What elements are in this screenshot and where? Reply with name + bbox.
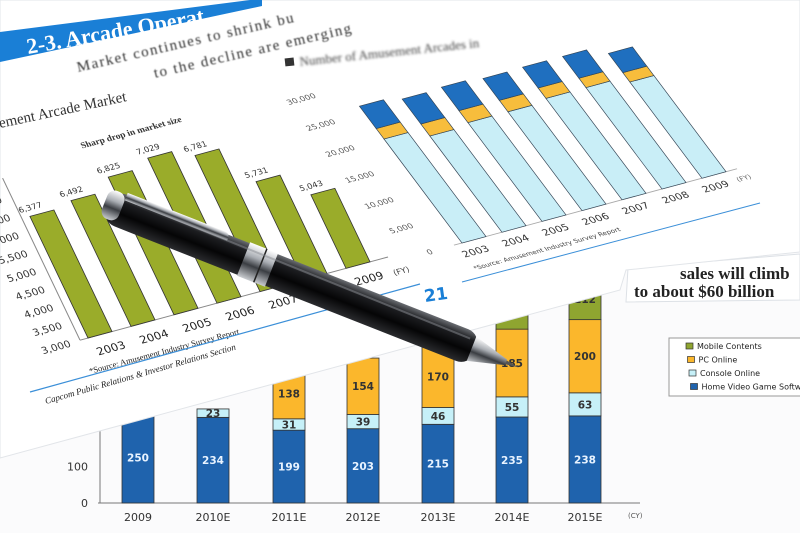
x-unit-label: (FY)	[734, 173, 753, 184]
bar-segment	[346, 357, 380, 415]
data-label: 63	[578, 399, 593, 411]
bar-segment	[358, 99, 401, 129]
bar-segment	[121, 411, 155, 504]
x-tick-label: 2010E	[196, 511, 231, 524]
legend-label: Home Video Game Software	[702, 383, 800, 392]
legend-label: Mobile Contents	[697, 342, 762, 351]
y-tick-label: 0	[81, 497, 88, 510]
data-label: 250	[127, 452, 149, 464]
ballpoint-pen	[101, 190, 519, 368]
data-label: 55	[505, 402, 520, 414]
headline-line-2: to about $60 billion	[634, 282, 775, 301]
data-label: 154	[352, 381, 374, 393]
x-tick-label: 2011E	[272, 511, 307, 524]
data-label: 31	[282, 419, 297, 431]
x-tick-label: 2009	[124, 511, 152, 524]
pen-tip-cone	[466, 336, 508, 366]
bar	[29, 209, 113, 339]
legend-swatch	[685, 342, 694, 350]
bar-segment	[196, 416, 230, 504]
data-label: 46	[431, 411, 446, 423]
bar-segment	[568, 415, 602, 504]
y-tick-label: 100	[67, 460, 88, 473]
arcade-report-sheet: 2-3. Arcade Operat Market continues to s…	[0, 0, 800, 459]
page-number: 21	[423, 284, 449, 307]
y-axis	[2, 178, 81, 341]
pen-clip	[124, 192, 229, 241]
data-label: 238	[574, 454, 596, 466]
x-tick-label: 2015E	[568, 511, 603, 524]
bar-segment	[561, 49, 604, 79]
data-label: 203	[352, 461, 374, 473]
bar-segment	[196, 408, 230, 418]
arcades-count-chart: 05,00010,00015,00020,00025,00030,0002003…	[284, 46, 754, 272]
section-banner	[0, 0, 262, 62]
bar-segment	[440, 80, 484, 112]
data-label: 234	[202, 455, 224, 467]
footer-rule-right	[461, 202, 761, 283]
bar-segment	[272, 429, 306, 504]
legend-swatch	[687, 356, 695, 363]
legend-swatch	[688, 369, 697, 377]
y-tick-label: 7,000	[0, 195, 4, 212]
bar-segment	[521, 60, 563, 89]
game-sales-chart: 0 100 250 2009 234 23 2010E 199 31 138 2011E 203 39 1…	[67, 278, 643, 524]
data-label: 138	[278, 389, 300, 401]
data-label: 200	[574, 351, 596, 363]
bar	[310, 187, 371, 269]
bar	[70, 193, 156, 327]
data-label: 23	[206, 408, 221, 420]
x-tick-label: 2013E	[421, 511, 456, 524]
bar-segment	[607, 46, 648, 74]
legend-label: PC Online	[699, 356, 738, 365]
game-sales-legend: Mobile Contents PC Online Console Online Ho…	[668, 337, 800, 397]
headline-line-1: sales will climb	[680, 264, 790, 283]
bar-segment	[495, 416, 529, 504]
x-tick-label: 2012E	[346, 511, 381, 524]
data-label: 199	[278, 462, 300, 474]
data-label: 170	[427, 371, 449, 383]
bar-segment	[346, 428, 380, 504]
bar-segment	[401, 92, 446, 125]
data-label: 235	[501, 455, 523, 467]
legend-swatch	[690, 383, 698, 390]
data-label: 39	[356, 417, 371, 429]
pen-band	[236, 242, 279, 287]
x-unit-label: (FY)	[391, 264, 411, 277]
data-label: 215	[427, 459, 449, 471]
x-unit-label: (CY)	[628, 512, 643, 520]
bar-segment	[568, 319, 602, 394]
pen-tip	[505, 360, 519, 368]
legend-square-icon	[284, 57, 295, 67]
x-tick-label: 2014E	[495, 511, 530, 524]
legend-label: Console Online	[700, 369, 760, 378]
bar-segment	[482, 71, 524, 101]
y-tick-label: 0	[424, 247, 435, 256]
